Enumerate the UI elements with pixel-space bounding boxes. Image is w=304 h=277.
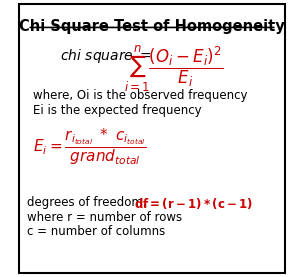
Text: $\it{E_i = \dfrac{r_{i_{total}}\ *\ c_{i_{total}}}{grand_{total}}}$: $\it{E_i = \dfrac{r_{i_{total}}\ *\ c_{i… (33, 126, 146, 166)
Text: Chi Square Test of Homogeneity: Chi Square Test of Homogeneity (19, 19, 285, 34)
Text: where r = number of rows: where r = number of rows (27, 211, 182, 224)
Text: degrees of freedom,: degrees of freedom, (27, 196, 151, 209)
Text: $\bf{df = (r-1)*(c-1)}$: $\bf{df = (r-1)*(c-1)}$ (134, 196, 254, 211)
Text: $\sum_{i=1}^{n} \dfrac{(O_i - E_i)^2}{E_i}$: $\sum_{i=1}^{n} \dfrac{(O_i - E_i)^2}{E_… (124, 44, 223, 94)
Text: $\it{chi\ square}$ $=$: $\it{chi\ square}$ $=$ (60, 47, 151, 65)
Text: Ei is the expected frequency: Ei is the expected frequency (33, 104, 201, 117)
FancyBboxPatch shape (19, 4, 285, 273)
Text: where, Oi is the observed frequency: where, Oi is the observed frequency (33, 89, 247, 102)
Text: c = number of columns: c = number of columns (27, 225, 166, 238)
